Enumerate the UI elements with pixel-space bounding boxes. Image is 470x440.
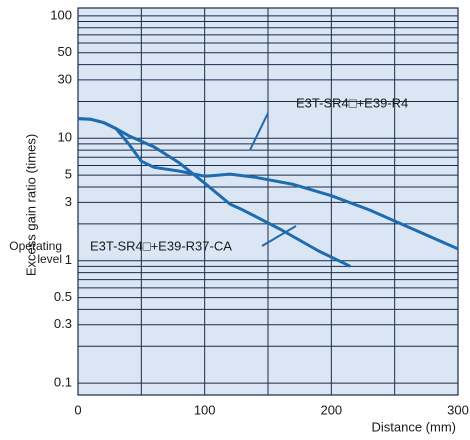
y-tick-label: 100 (50, 7, 72, 22)
x-tick-label: 200 (320, 402, 342, 417)
series-label: E3T-SR4□+E39-R37-CA (90, 238, 232, 253)
y-tick-label: 1 (65, 252, 72, 267)
y-tick-label: 0.3 (54, 316, 72, 331)
annotation: Operating (9, 239, 62, 253)
y-tick-label: 30 (58, 71, 72, 86)
x-tick-label: 100 (194, 402, 216, 417)
y-axis-label: Excess gain ratio (times) (23, 134, 38, 276)
y-tick-label: 10 (58, 130, 72, 145)
x-axis-label: Distance (mm) (371, 419, 456, 434)
leader-line (249, 112, 269, 151)
series-label: E3T-SR4□+E39-R4 (296, 95, 408, 110)
line-series (77, 117, 351, 268)
y-tick-label: 50 (58, 44, 72, 59)
y-tick-label: 5 (65, 167, 72, 182)
y-tick-label: 3 (65, 194, 72, 209)
x-tick-label: 300 (447, 402, 469, 417)
x-tick-label: 0 (74, 402, 81, 417)
annotation: level (37, 252, 62, 266)
y-tick-label: 0.5 (54, 289, 72, 304)
plot-border (77, 7, 459, 396)
leader-line (261, 225, 297, 247)
y-tick-label: 0.1 (54, 375, 72, 390)
